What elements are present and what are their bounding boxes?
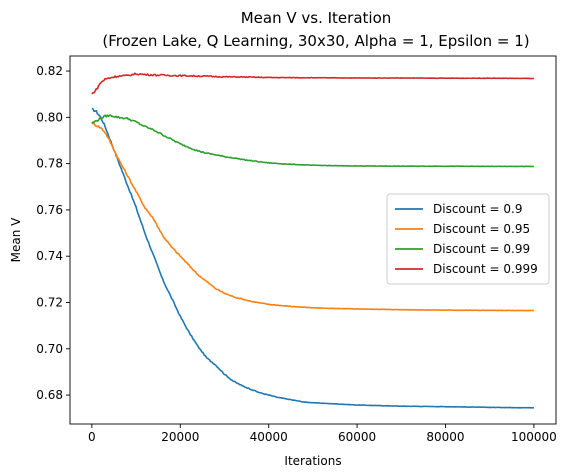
y-tick-label: 0.76	[36, 203, 63, 217]
y-axis: 0.68 0.70 0.72 0.74 0.76 0.78 0.80 0.82	[36, 64, 70, 402]
chart-title: Mean V vs. Iteration	[241, 9, 392, 27]
series-line	[91, 107, 534, 409]
y-axis-label: Mean V	[9, 217, 23, 263]
x-tick-label: 80000	[426, 430, 464, 444]
series-lines	[91, 72, 534, 409]
y-tick-label: 0.78	[36, 157, 63, 171]
series-line	[91, 72, 534, 95]
y-tick-label: 0.68	[36, 388, 63, 402]
x-tick-label: 40000	[250, 430, 288, 444]
chart-subtitle: (Frozen Lake, Q Learning, 30x30, Alpha =…	[102, 32, 529, 50]
y-tick-label: 0.82	[36, 64, 63, 78]
x-tick-label: 20000	[161, 430, 199, 444]
y-tick-label: 0.70	[36, 342, 63, 356]
legend-label: Discount = 0.95	[433, 222, 530, 236]
legend-label: Discount = 0.999	[433, 262, 538, 276]
series-line	[91, 114, 534, 168]
legend-label: Discount = 0.9	[433, 202, 522, 216]
y-tick-label: 0.74	[36, 249, 63, 263]
x-axis-label: Iterations	[284, 454, 341, 468]
plot-area: 0 20000 40000 60000 80000 100000 0.68 0.70 0.72…	[36, 55, 557, 444]
series-line	[91, 122, 534, 312]
x-tick-label: 60000	[338, 430, 376, 444]
legend-label: Discount = 0.99	[433, 242, 530, 256]
y-tick-label: 0.80	[36, 110, 63, 124]
x-axis: 0 20000 40000 60000 80000 100000	[88, 424, 557, 444]
legend-box	[386, 193, 550, 285]
plot-frame	[69, 55, 557, 425]
y-tick-label: 0.72	[36, 295, 63, 309]
legend: Discount = 0.9 Discount = 0.95 Discount = …	[386, 193, 550, 285]
x-tick-label: 0	[88, 430, 96, 444]
x-tick-label: 100000	[511, 430, 557, 444]
